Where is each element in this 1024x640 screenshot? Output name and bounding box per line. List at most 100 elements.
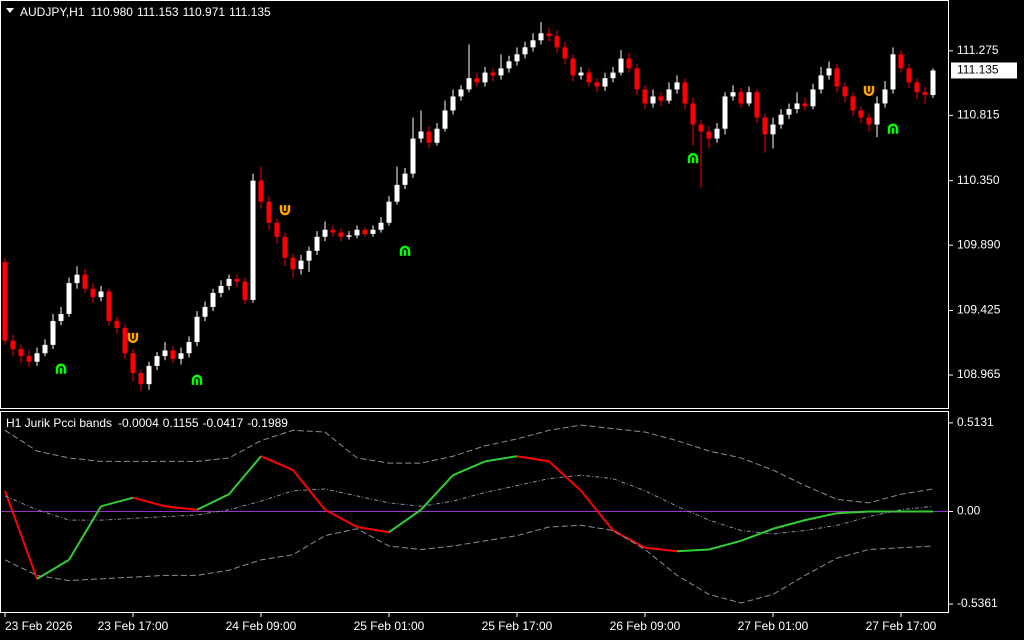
candle-body — [330, 229, 336, 233]
candle-body — [802, 103, 808, 107]
candle-body — [50, 320, 56, 345]
candle-body — [554, 36, 560, 48]
oscillator-segment — [548, 460, 582, 492]
x-tick-label: 24 Feb 09:00 — [226, 619, 297, 633]
oscillator-segment — [68, 505, 102, 561]
oscillator-segment — [452, 460, 486, 477]
buy-signal — [399, 245, 411, 256]
candle-body — [578, 72, 584, 76]
candle-body — [42, 344, 48, 354]
buy-signal — [887, 123, 899, 134]
candle-body — [618, 58, 624, 73]
candle-body — [458, 89, 464, 97]
candle-body — [202, 306, 208, 317]
candle-body — [594, 82, 600, 87]
candle-body — [2, 262, 8, 341]
candle-body — [602, 78, 608, 87]
candle-body — [354, 229, 360, 236]
candle-body — [138, 372, 144, 385]
x-tick-label: 23 Feb 2026 — [5, 619, 73, 633]
oscillator-segment — [260, 455, 294, 471]
candle-body — [586, 72, 592, 83]
candle-body — [418, 131, 424, 139]
candle-body — [106, 291, 112, 321]
candle-body — [58, 313, 64, 321]
y-tick-label: 111.275 — [957, 43, 999, 57]
candle-body — [242, 281, 248, 300]
header-value: 111.153 — [137, 5, 179, 19]
oscillator-segment — [356, 526, 390, 534]
candle-body — [226, 278, 232, 286]
candle-body — [178, 353, 184, 359]
candle-body — [346, 235, 352, 237]
oscillator-segment — [196, 493, 230, 511]
candle-body — [570, 58, 576, 76]
oscillator-segment — [804, 512, 838, 522]
candle-body — [770, 124, 776, 135]
candle-body — [810, 89, 816, 107]
candle-body — [250, 180, 256, 300]
candle-body — [298, 260, 304, 270]
candle-body — [522, 47, 528, 55]
candle-body — [610, 72, 616, 79]
oscillator-segment — [292, 469, 326, 511]
candle-body — [674, 82, 680, 90]
header-value: 110.980 — [90, 5, 133, 19]
candle-body — [34, 353, 40, 362]
y-tick-label: 110.815 — [957, 108, 1000, 122]
buy-signal — [687, 152, 699, 164]
x-tick-label: 27 Feb 17:00 — [866, 619, 937, 633]
header-value: -0.0004 — [118, 416, 159, 430]
indicator-panel-frame — [0, 411, 949, 613]
candle-body — [786, 109, 792, 115]
menu-arrow[interactable] — [6, 8, 14, 13]
candle-body — [882, 89, 888, 104]
candle-body — [394, 184, 400, 202]
candle-body — [698, 124, 704, 132]
sell-signal — [863, 85, 875, 97]
candle-body — [442, 110, 448, 129]
candle-body — [274, 222, 280, 237]
candle-body — [362, 229, 368, 234]
oscillator-segment — [228, 455, 262, 495]
candle-body — [922, 92, 928, 96]
header-value: 0.1155 — [163, 416, 199, 430]
last-price-label: 111.135 — [957, 63, 999, 77]
x-tick-label: 25 Feb 01:00 — [354, 619, 425, 633]
candle-body — [338, 232, 344, 237]
candle-body — [314, 236, 320, 251]
candle-body — [826, 68, 832, 76]
candle-body — [122, 328, 128, 354]
candle-body — [114, 320, 120, 329]
oscillator-segment — [836, 510, 870, 515]
oscillator-segment — [708, 539, 742, 551]
candle-body — [754, 92, 760, 118]
candle-body — [434, 128, 440, 143]
candle-body — [778, 114, 784, 125]
candle-body — [818, 75, 824, 90]
oscillator-segment — [516, 455, 550, 463]
panel-title: H1 Jurik Pcci bands — [6, 416, 112, 430]
oscillator-segment — [132, 496, 166, 508]
main-panel-frame — [0, 0, 949, 409]
candle-body — [930, 70, 936, 96]
candle-body — [834, 68, 840, 87]
x-tick-label: 23 Feb 17:00 — [98, 619, 169, 633]
header-value: 111.135 — [229, 5, 271, 19]
candle-body — [402, 173, 408, 185]
header-value: -0.1989 — [247, 416, 288, 430]
candle-body — [714, 128, 720, 139]
candle-body — [890, 54, 896, 90]
sell-signal — [127, 332, 139, 344]
candle-body — [10, 340, 16, 350]
candle-body — [706, 131, 712, 139]
band-line — [4, 524, 934, 604]
candle-body — [474, 78, 480, 83]
x-tick-label: 26 Feb 09:00 — [610, 619, 681, 633]
candle-body — [218, 285, 224, 293]
candle-body — [82, 274, 88, 289]
candle-body — [482, 72, 488, 83]
oscillator-segment — [644, 546, 678, 553]
candle-body — [690, 103, 696, 125]
